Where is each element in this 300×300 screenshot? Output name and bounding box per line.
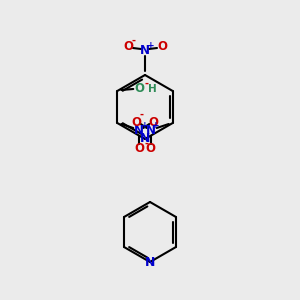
Text: O: O <box>123 40 133 53</box>
Text: -: - <box>131 36 135 46</box>
Text: O: O <box>134 82 144 95</box>
Text: +: + <box>147 41 154 50</box>
Text: N: N <box>145 256 155 268</box>
Text: -: - <box>144 79 148 89</box>
Text: +: + <box>152 122 160 130</box>
Text: N: N <box>140 44 150 58</box>
Text: N: N <box>134 124 144 137</box>
Text: O: O <box>132 116 142 128</box>
Text: O: O <box>134 142 144 155</box>
Text: -: - <box>144 139 148 149</box>
Text: -: - <box>140 110 144 120</box>
Text: N: N <box>140 133 150 146</box>
Text: O: O <box>148 116 158 128</box>
Text: N: N <box>146 124 156 137</box>
Text: O: O <box>157 40 167 53</box>
Text: +: + <box>141 122 148 130</box>
Text: H: H <box>148 84 157 94</box>
Text: O: O <box>146 142 156 155</box>
